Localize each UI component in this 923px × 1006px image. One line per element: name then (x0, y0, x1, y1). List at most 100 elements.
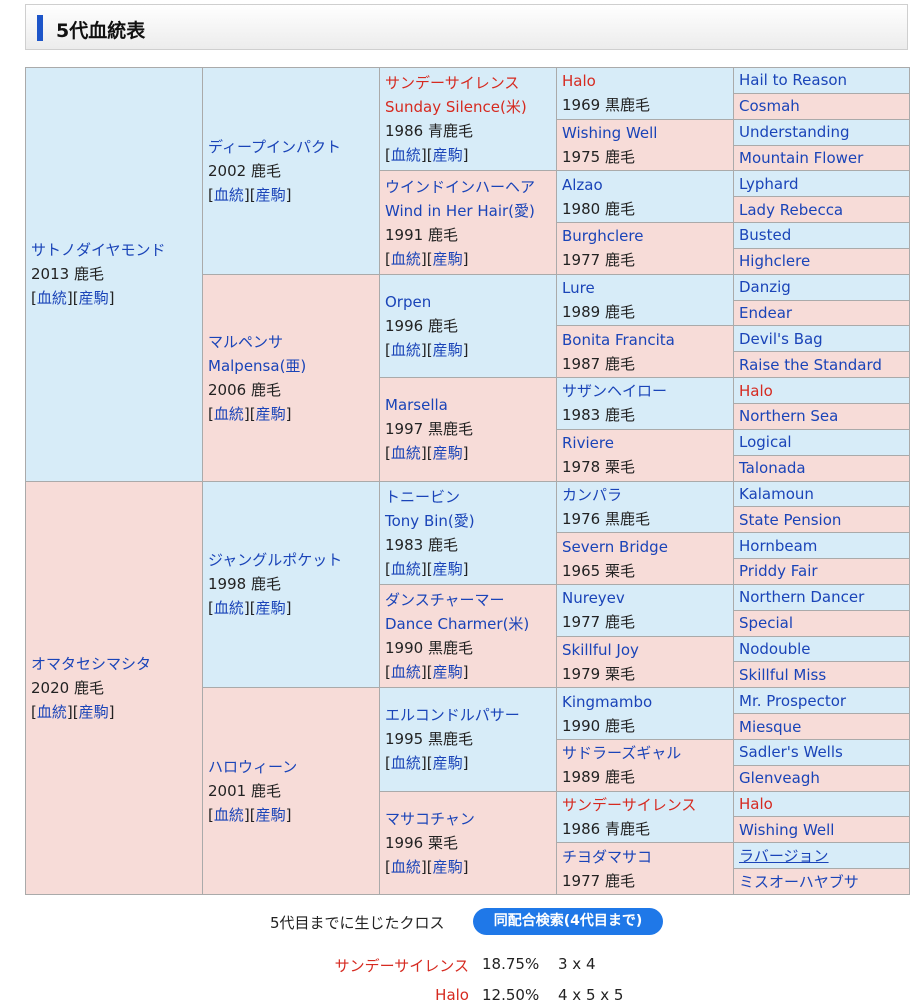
horse-name-link[interactable]: Severn Bridge (562, 537, 668, 556)
pedigree-link[interactable]: 血統 (390, 857, 421, 876)
offspring-link[interactable]: 産駒 (255, 599, 286, 618)
horse-name-link[interactable]: Lyphard (739, 174, 799, 193)
horse-name-link[interactable]: サドラーズギャル (562, 744, 682, 763)
horse-name-link[interactable]: エルコンドルパサー (385, 706, 520, 725)
horse-name-link[interactable]: Hail to Reason (739, 71, 848, 90)
offspring-link[interactable]: 産駒 (432, 444, 463, 463)
offspring-link[interactable]: 産駒 (432, 857, 463, 876)
pedigree-link[interactable]: 血統 (390, 249, 421, 268)
pedigree-link[interactable]: 血統 (213, 185, 244, 204)
horse-name-link[interactable]: カンパラ (562, 485, 623, 504)
horse-name-link[interactable]: State Pension (739, 510, 842, 529)
horse-name-link[interactable]: Bonita Francita (562, 330, 675, 349)
horse-name-link[interactable]: Busted (739, 226, 792, 245)
horse-name-link[interactable]: Halo (739, 381, 773, 400)
horse-name-link[interactable]: Raise the Standard (739, 355, 882, 374)
pedigree-link[interactable]: 血統 (390, 444, 421, 463)
offspring-link[interactable]: 産駒 (255, 404, 286, 423)
horse-name-link[interactable]: Special (739, 614, 794, 633)
horse-name-link[interactable]: Cosmah (739, 97, 800, 116)
horse-name-link[interactable]: Mountain Flower (739, 148, 864, 167)
horse-name-link[interactable]: Riviere (562, 434, 614, 453)
offspring-link[interactable]: 産駒 (255, 806, 286, 825)
horse-name-link[interactable]: Halo (562, 72, 596, 91)
horse-name-link[interactable]: ディープインパクト (208, 137, 342, 156)
horse-name-link[interactable]: Lure (562, 279, 595, 298)
horse-name-link[interactable]: Lady Rebecca (739, 200, 844, 219)
horse-name-link[interactable]: Nureyev (562, 589, 625, 608)
horse-name-link[interactable]: Devil's Bag (739, 329, 823, 348)
horse-name-link[interactable]: Skillful Joy (562, 640, 639, 659)
horse-alt-name-link[interactable]: Sunday Silence(米) (385, 98, 527, 117)
horse-name-link[interactable]: Miesque (739, 717, 802, 736)
horse-alt-name-link[interactable]: Malpensa(亜) (208, 356, 307, 375)
pedigree-link[interactable]: 血統 (213, 806, 244, 825)
horse-name-link[interactable]: Wishing Well (562, 124, 658, 143)
horse-name-link[interactable]: ジャングルポケット (208, 551, 343, 570)
horse-name-link[interactable]: マルペンサ (208, 332, 284, 351)
offspring-link[interactable]: 産駒 (432, 146, 463, 165)
horse-name-link[interactable]: Hornbeam (739, 536, 818, 555)
pedigree-link[interactable]: 血統 (213, 599, 244, 618)
horse-name-link[interactable]: ラバージョン (739, 846, 829, 865)
horse-name-link[interactable]: チヨダマサコ (562, 847, 653, 866)
horse-name-link[interactable]: ウインドインハーヘア (385, 177, 536, 196)
offspring-link[interactable]: 産駒 (432, 249, 463, 268)
pedigree-link[interactable]: 血統 (213, 404, 244, 423)
horse-name-link[interactable]: Endear (739, 304, 793, 323)
horse-name-link[interactable]: Orpen (385, 292, 432, 311)
pedigree-link[interactable]: 血統 (36, 289, 67, 308)
offspring-link[interactable]: 産駒 (78, 702, 109, 721)
horse-name-link[interactable]: Sadler's Wells (739, 743, 843, 762)
horse-name-link[interactable]: Marsella (385, 396, 448, 415)
horse-name-link[interactable]: Highclere (739, 252, 811, 271)
horse-name-link[interactable]: ダンスチャーマー (385, 591, 505, 610)
horse-name-link[interactable]: Talonada (739, 459, 806, 478)
horse-name-link[interactable]: Mr. Prospector (739, 691, 847, 710)
horse-name-link[interactable]: トニービン (385, 487, 461, 506)
horse-name-link[interactable]: Alzao (562, 175, 603, 194)
horse-alt-name-link[interactable]: Dance Charmer(米) (385, 615, 530, 634)
horse-name-link[interactable]: Halo (739, 795, 773, 814)
pedigree-link[interactable]: 血統 (390, 340, 421, 359)
pedigree-link[interactable]: 血統 (36, 702, 67, 721)
horse-name-link[interactable]: サンデーサイレンス (385, 74, 520, 93)
offspring-link[interactable]: 産駒 (432, 663, 463, 682)
cross-horse-link[interactable]: サンデーサイレンス (334, 957, 469, 975)
horse-name-link[interactable]: Understanding (739, 123, 850, 142)
horse-alt-name-link[interactable]: Wind in Her Hair(愛) (385, 201, 535, 220)
horse-name-link[interactable]: サザンヘイロー (562, 382, 668, 401)
horse-name-link[interactable]: ミスオーハヤブサ (739, 872, 859, 891)
horse-name-link[interactable]: Logical (739, 433, 792, 452)
cross-horse-link[interactable]: Halo (435, 986, 469, 1004)
horse-name-link[interactable]: ハロウィーン (208, 758, 298, 777)
horse-name-link[interactable]: Priddy Fair (739, 562, 818, 581)
horse-alt-name-link[interactable]: Tony Bin(愛) (385, 511, 475, 530)
offspring-link[interactable]: 産駒 (432, 754, 463, 773)
horse-name-link[interactable]: サンデーサイレンス (562, 795, 697, 814)
horse-name-link[interactable]: Northern Sea (739, 407, 839, 426)
horse-name-link[interactable]: Northern Dancer (739, 588, 865, 607)
offspring-link[interactable]: 産駒 (255, 185, 286, 204)
horse-name-link[interactable]: Nodouble (739, 639, 811, 658)
horse-name-link[interactable]: オマタセシマシタ (31, 654, 152, 673)
horse-info: 1995 黒鹿毛 (385, 730, 473, 749)
horse-name-link[interactable]: Kingmambo (562, 692, 653, 711)
horse-name-link[interactable]: サトノダイヤモンド (31, 241, 166, 260)
pedigree-link[interactable]: 血統 (390, 146, 421, 165)
horse-name-link[interactable]: マサコチャン (385, 809, 475, 828)
horse-name-link[interactable]: Wishing Well (739, 820, 835, 839)
pedigree-link[interactable]: 血統 (390, 663, 421, 682)
pedigree-link[interactable]: 血統 (390, 754, 421, 773)
horse-info: 1979 栗毛 (562, 664, 635, 683)
horse-name-link[interactable]: Burghclere (562, 227, 644, 246)
horse-name-link[interactable]: Glenveagh (739, 769, 820, 788)
horse-name-link[interactable]: Danzig (739, 278, 791, 297)
offspring-link[interactable]: 産駒 (78, 289, 109, 308)
same-mating-search-button[interactable]: 同配合検索(4代目まで) (473, 908, 663, 935)
horse-name-link[interactable]: Skillful Miss (739, 665, 827, 684)
pedigree-link[interactable]: 血統 (390, 559, 421, 578)
offspring-link[interactable]: 産駒 (432, 559, 463, 578)
offspring-link[interactable]: 産駒 (432, 340, 463, 359)
horse-name-link[interactable]: Kalamoun (739, 484, 814, 503)
